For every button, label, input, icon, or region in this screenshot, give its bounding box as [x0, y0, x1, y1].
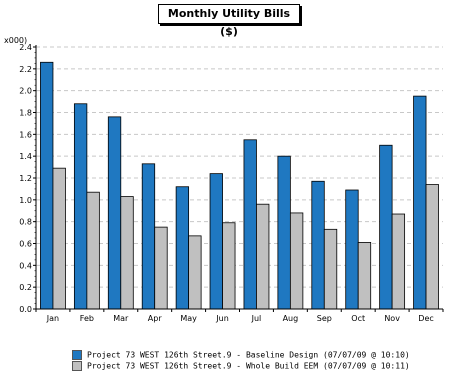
axes: 0.0 0.2 0.4 0.6 0.8 1.0 1.2 1.4 1.6 1.8 2.0 2.2 2.4 J… — [19, 43, 444, 323]
legend-item-eem: Project 73 WEST 126th Street.9 - Whole B… — [72, 361, 410, 371]
y-tick-label: 1.8 — [19, 109, 32, 118]
x-tick-label: Feb — [80, 314, 94, 323]
bar-eem-may — [188, 235, 202, 310]
bar-baseline-may — [175, 186, 190, 310]
legend-swatch-eem — [72, 361, 82, 371]
bar-baseline-sep — [311, 180, 325, 310]
y-tick-label: 0.0 — [19, 305, 32, 314]
bar-baseline-jan — [40, 61, 54, 310]
bar-baseline-jun — [209, 173, 223, 310]
x-tick-label: Jan — [46, 314, 59, 323]
x-tick-label: Jul — [251, 314, 262, 323]
y-tick-label: 1.4 — [19, 152, 32, 161]
bar-eem-mar — [120, 196, 134, 310]
bar-eem-dec — [425, 184, 439, 310]
x-tick-label: Oct — [351, 314, 365, 323]
legend-label-eem: Project 73 WEST 126th Street.9 - Whole B… — [87, 361, 410, 371]
bars — [40, 61, 439, 310]
bar-baseline-aug — [277, 155, 291, 310]
y-tick-label: 0.4 — [19, 261, 32, 270]
bar-baseline-jul — [243, 139, 257, 310]
bar-baseline-apr — [141, 163, 156, 310]
x-tick-label: Jun — [215, 314, 229, 323]
bar-eem-aug — [289, 212, 304, 310]
x-tick-label: Apr — [148, 314, 163, 323]
x-tick-label: Nov — [384, 314, 400, 323]
bar-eem-apr — [154, 226, 168, 310]
x-tick-label: Mar — [113, 314, 129, 323]
y-tick-label: 2.0 — [19, 87, 32, 96]
y-tick-label: 1.2 — [19, 174, 32, 183]
x-tick-label: Aug — [283, 314, 299, 323]
y-tick-label: 0.2 — [19, 283, 32, 292]
y-tick-label: 1.6 — [19, 130, 32, 139]
bar-baseline-dec — [413, 95, 427, 310]
bar-eem-nov — [391, 213, 406, 310]
bar-eem-oct — [357, 242, 372, 310]
x-tick-label: Sep — [317, 314, 332, 323]
legend-swatch-baseline — [72, 350, 82, 360]
y-tick-label: 2.4 — [19, 43, 32, 52]
bar-eem-jan — [52, 167, 66, 310]
y-tick-label: 0.6 — [19, 240, 32, 249]
bar-baseline-mar — [107, 116, 122, 310]
bar-eem-jul — [256, 203, 270, 310]
y-axis-unit-label: x000) — [4, 36, 28, 45]
bar-baseline-nov — [379, 144, 393, 310]
x-tick-label: Dec — [418, 314, 433, 323]
bar-baseline-feb — [73, 103, 88, 310]
grid-lines — [36, 46, 443, 288]
bar-eem-sep — [323, 228, 338, 310]
y-tick-label: 1.0 — [19, 196, 32, 205]
y-tick-label: 0.8 — [19, 218, 32, 227]
legend-item-baseline: Project 73 WEST 126th Street.9 - Baselin… — [72, 350, 410, 360]
bar-baseline-oct — [345, 189, 359, 310]
x-tick-label: May — [180, 314, 197, 323]
bar-eem-feb — [86, 191, 100, 310]
y-tick-label: 2.2 — [19, 65, 32, 74]
chart-title: Monthly Utility Bills ($) — [158, 4, 300, 38]
legend-label-baseline: Project 73 WEST 126th Street.9 - Baselin… — [87, 350, 410, 360]
bar-eem-jun — [222, 222, 236, 310]
